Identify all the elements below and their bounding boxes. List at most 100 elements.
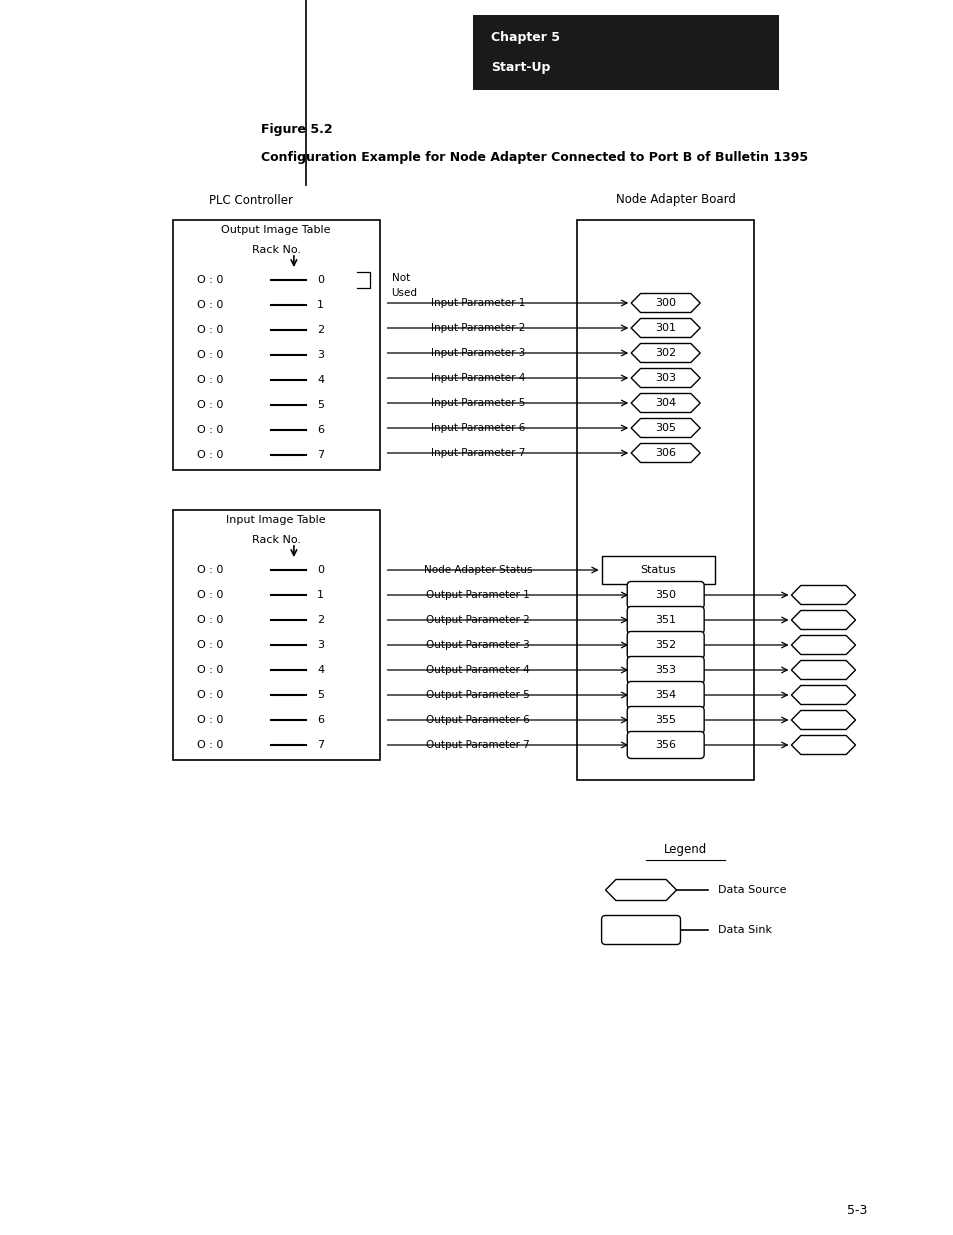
Text: O : 0: O : 0	[197, 425, 223, 435]
Text: 354: 354	[655, 690, 676, 700]
Text: Rack No.: Rack No.	[252, 535, 300, 545]
Bar	[577, 220, 754, 781]
FancyBboxPatch shape	[626, 606, 703, 634]
Text: Not: Not	[391, 273, 410, 283]
Polygon shape	[791, 736, 855, 755]
Text: 351: 351	[655, 615, 676, 625]
Text: O : 0: O : 0	[197, 664, 223, 676]
Text: Data Source: Data Source	[718, 885, 785, 895]
Text: 1: 1	[316, 590, 324, 600]
Polygon shape	[631, 419, 700, 437]
Text: 4: 4	[316, 664, 324, 676]
Text: O : 0: O : 0	[197, 715, 223, 725]
Text: Start-Up: Start-Up	[491, 62, 550, 74]
Text: 306: 306	[655, 448, 676, 458]
Text: Input Parameter 2: Input Parameter 2	[431, 324, 525, 333]
Bar	[601, 556, 714, 584]
Text: Input Image Table: Input Image Table	[226, 515, 326, 525]
Polygon shape	[631, 319, 700, 337]
Polygon shape	[791, 585, 855, 604]
Text: 5-3: 5-3	[846, 1203, 867, 1216]
Text: Input Parameter 6: Input Parameter 6	[431, 424, 525, 433]
Text: Rack No.: Rack No.	[252, 245, 300, 254]
Text: Output Parameter 4: Output Parameter 4	[426, 664, 530, 676]
Text: O : 0: O : 0	[197, 690, 223, 700]
Text: 6: 6	[316, 425, 324, 435]
Text: Output Parameter 3: Output Parameter 3	[426, 640, 530, 650]
Text: 302: 302	[655, 348, 676, 358]
Text: Input Parameter 5: Input Parameter 5	[431, 398, 525, 408]
FancyBboxPatch shape	[626, 582, 703, 609]
Text: 300: 300	[655, 298, 676, 308]
FancyBboxPatch shape	[626, 731, 703, 758]
Text: Input Parameter 7: Input Parameter 7	[431, 448, 525, 458]
Text: O : 0: O : 0	[197, 400, 223, 410]
Text: 3: 3	[316, 350, 324, 359]
Text: Output Image Table: Output Image Table	[221, 225, 331, 235]
Text: Chapter 5: Chapter 5	[491, 32, 559, 44]
Polygon shape	[631, 443, 700, 462]
Polygon shape	[791, 661, 855, 679]
Text: 350: 350	[655, 590, 676, 600]
Text: 1: 1	[316, 300, 324, 310]
Text: 0: 0	[316, 275, 324, 285]
FancyBboxPatch shape	[626, 682, 703, 709]
Text: 6: 6	[316, 715, 324, 725]
Text: O : 0: O : 0	[197, 275, 223, 285]
Text: Output Parameter 2: Output Parameter 2	[426, 615, 530, 625]
Text: Input Parameter 1: Input Parameter 1	[431, 298, 525, 308]
Text: Configuration Example for Node Adapter Connected to Port B of Bulletin 1395: Configuration Example for Node Adapter C…	[261, 151, 807, 163]
Text: Legend: Legend	[663, 844, 706, 857]
Text: Output Parameter 6: Output Parameter 6	[426, 715, 530, 725]
Text: 0: 0	[316, 564, 324, 576]
Text: Output Parameter 7: Output Parameter 7	[426, 740, 530, 750]
Text: O : 0: O : 0	[197, 300, 223, 310]
Text: 2: 2	[316, 615, 324, 625]
FancyBboxPatch shape	[601, 915, 679, 945]
Text: 2: 2	[316, 325, 324, 335]
FancyBboxPatch shape	[626, 631, 703, 658]
Polygon shape	[605, 879, 676, 900]
FancyBboxPatch shape	[626, 706, 703, 734]
Text: Input Parameter 3: Input Parameter 3	[431, 348, 525, 358]
Text: O : 0: O : 0	[197, 375, 223, 385]
Text: 355: 355	[655, 715, 676, 725]
Bar	[473, 15, 779, 90]
Text: 304: 304	[655, 398, 676, 408]
Text: 7: 7	[316, 450, 324, 459]
Text: 7: 7	[316, 740, 324, 750]
Polygon shape	[791, 685, 855, 704]
Text: O : 0: O : 0	[197, 615, 223, 625]
Text: Input Parameter 4: Input Parameter 4	[431, 373, 525, 383]
Polygon shape	[791, 610, 855, 630]
Text: Node Adapter Status: Node Adapter Status	[424, 564, 532, 576]
Text: O : 0: O : 0	[197, 350, 223, 359]
Text: 301: 301	[655, 324, 676, 333]
Text: 356: 356	[655, 740, 676, 750]
Text: 4: 4	[316, 375, 324, 385]
Text: O : 0: O : 0	[197, 640, 223, 650]
FancyBboxPatch shape	[626, 657, 703, 683]
Text: O : 0: O : 0	[197, 740, 223, 750]
Polygon shape	[631, 394, 700, 412]
Text: 3: 3	[316, 640, 324, 650]
Polygon shape	[631, 368, 700, 388]
Text: Node Adapter Board: Node Adapter Board	[615, 194, 735, 206]
Text: PLC Controller: PLC Controller	[210, 194, 294, 206]
Text: 5: 5	[316, 690, 324, 700]
Polygon shape	[631, 294, 700, 312]
Polygon shape	[791, 710, 855, 730]
Text: Status: Status	[639, 564, 675, 576]
Text: O : 0: O : 0	[197, 450, 223, 459]
Bar	[172, 510, 379, 760]
Text: 303: 303	[655, 373, 676, 383]
Text: O : 0: O : 0	[197, 590, 223, 600]
Polygon shape	[631, 343, 700, 363]
Bar	[172, 220, 379, 471]
Text: Figure 5.2: Figure 5.2	[261, 124, 333, 137]
Text: 353: 353	[655, 664, 676, 676]
Text: 305: 305	[655, 424, 676, 433]
Text: O : 0: O : 0	[197, 564, 223, 576]
Text: 352: 352	[655, 640, 676, 650]
Polygon shape	[791, 636, 855, 655]
